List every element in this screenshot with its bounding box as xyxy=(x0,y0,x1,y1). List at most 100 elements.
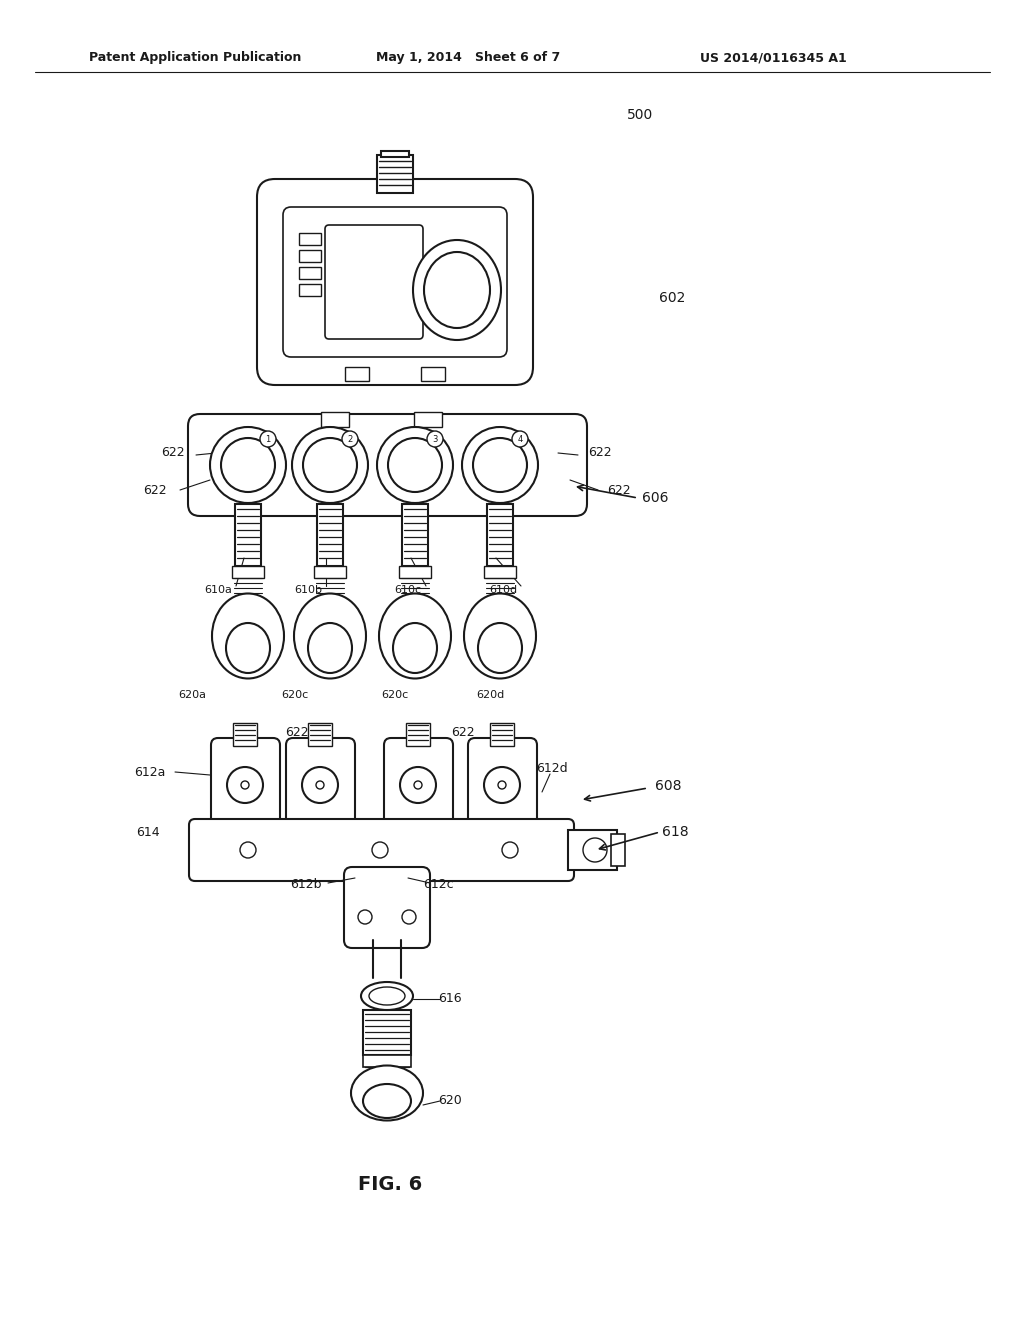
Bar xyxy=(611,834,625,866)
Circle shape xyxy=(316,781,324,789)
FancyBboxPatch shape xyxy=(283,207,507,356)
Bar xyxy=(236,825,254,840)
Circle shape xyxy=(388,438,442,492)
Bar xyxy=(381,150,409,157)
Circle shape xyxy=(302,767,338,803)
Text: 602: 602 xyxy=(658,290,685,305)
Text: 610b: 610b xyxy=(294,585,322,595)
Circle shape xyxy=(377,426,453,503)
Text: 622: 622 xyxy=(143,483,167,496)
Ellipse shape xyxy=(308,623,352,673)
Circle shape xyxy=(583,838,607,862)
Circle shape xyxy=(473,438,527,492)
Bar xyxy=(406,723,430,746)
Text: 2: 2 xyxy=(347,434,352,444)
Circle shape xyxy=(484,767,520,803)
Text: 622: 622 xyxy=(286,726,309,739)
Text: May 1, 2014   Sheet 6 of 7: May 1, 2014 Sheet 6 of 7 xyxy=(376,51,560,65)
Circle shape xyxy=(402,909,416,924)
Text: 3: 3 xyxy=(432,434,437,444)
Bar xyxy=(399,566,431,578)
Text: 614: 614 xyxy=(136,825,160,838)
FancyBboxPatch shape xyxy=(286,738,355,832)
Circle shape xyxy=(227,767,263,803)
Text: 622: 622 xyxy=(161,446,184,459)
Text: 620c: 620c xyxy=(282,690,308,700)
Bar xyxy=(414,412,442,426)
Text: 622: 622 xyxy=(588,446,611,459)
Text: 610d: 610d xyxy=(488,585,517,595)
Text: 606: 606 xyxy=(642,491,669,506)
Circle shape xyxy=(342,432,358,447)
Ellipse shape xyxy=(478,623,522,673)
Bar xyxy=(299,249,321,261)
Text: FIG. 6: FIG. 6 xyxy=(357,1176,422,1195)
Ellipse shape xyxy=(226,623,270,673)
Text: 610a: 610a xyxy=(204,585,232,595)
Bar xyxy=(299,284,321,296)
Bar xyxy=(314,566,346,578)
Text: 4: 4 xyxy=(517,434,522,444)
Circle shape xyxy=(260,432,276,447)
Bar xyxy=(299,267,321,279)
Bar xyxy=(421,367,445,381)
Bar xyxy=(362,1055,411,1067)
Text: 612d: 612d xyxy=(537,762,568,775)
Text: 620a: 620a xyxy=(178,690,206,700)
Circle shape xyxy=(414,781,422,789)
Text: 616: 616 xyxy=(438,993,462,1006)
Text: 1: 1 xyxy=(265,434,270,444)
Bar xyxy=(345,367,369,381)
Text: 620: 620 xyxy=(438,1094,462,1107)
Ellipse shape xyxy=(294,594,366,678)
Bar xyxy=(484,566,516,578)
Bar xyxy=(568,830,617,870)
Circle shape xyxy=(210,426,286,503)
Text: US 2014/0116345 A1: US 2014/0116345 A1 xyxy=(699,51,847,65)
Circle shape xyxy=(241,781,249,789)
Bar xyxy=(409,825,427,840)
Circle shape xyxy=(502,842,518,858)
Bar xyxy=(317,504,343,566)
Circle shape xyxy=(462,426,538,503)
Circle shape xyxy=(240,842,256,858)
Ellipse shape xyxy=(464,594,536,678)
Bar xyxy=(299,234,321,246)
Text: 620c: 620c xyxy=(381,690,409,700)
Bar xyxy=(233,723,257,746)
FancyBboxPatch shape xyxy=(211,738,280,832)
Circle shape xyxy=(512,432,528,447)
Bar xyxy=(493,825,511,840)
FancyBboxPatch shape xyxy=(468,738,537,832)
FancyBboxPatch shape xyxy=(384,738,453,832)
Bar xyxy=(402,504,428,566)
Text: 618: 618 xyxy=(662,825,688,840)
FancyBboxPatch shape xyxy=(325,224,423,339)
Bar xyxy=(377,154,413,193)
Circle shape xyxy=(292,426,368,503)
FancyBboxPatch shape xyxy=(257,180,534,385)
Text: 500: 500 xyxy=(627,108,653,121)
Text: 612c: 612c xyxy=(423,879,454,891)
Circle shape xyxy=(427,432,443,447)
Ellipse shape xyxy=(369,987,406,1005)
FancyBboxPatch shape xyxy=(189,818,574,880)
Ellipse shape xyxy=(379,594,451,678)
Bar xyxy=(232,566,264,578)
Ellipse shape xyxy=(361,982,413,1010)
Circle shape xyxy=(358,909,372,924)
Circle shape xyxy=(400,767,436,803)
Bar xyxy=(490,723,514,746)
Text: 622: 622 xyxy=(607,483,631,496)
Text: 610c: 610c xyxy=(394,585,422,595)
Bar xyxy=(308,723,332,746)
Circle shape xyxy=(372,842,388,858)
Circle shape xyxy=(221,438,275,492)
Bar xyxy=(321,412,349,426)
Ellipse shape xyxy=(351,1065,423,1121)
Circle shape xyxy=(303,438,357,492)
Bar xyxy=(311,825,329,840)
Circle shape xyxy=(498,781,506,789)
Bar xyxy=(487,504,513,566)
Ellipse shape xyxy=(362,1084,411,1118)
